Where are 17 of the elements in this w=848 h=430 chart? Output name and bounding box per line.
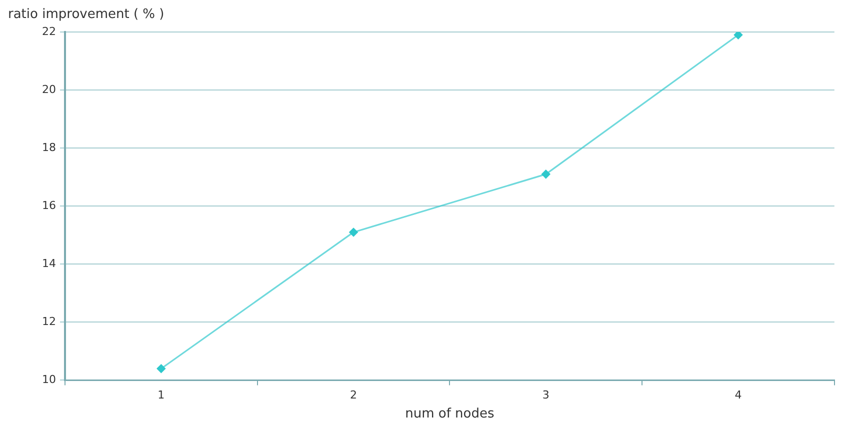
point (542, 170, 550, 178)
point (734, 32, 743, 40)
y-axis-title: ratio improvement ( % ) (8, 6, 164, 22)
x-tick-label: 2 (350, 388, 358, 402)
y-tick-label: 14 (42, 256, 56, 270)
y-tick-label: 16 (42, 198, 56, 212)
y-tick-label: 22 (42, 24, 56, 38)
y-tick-label: 10 (42, 373, 56, 386)
y-tick-label: 18 (42, 140, 56, 154)
point (156, 364, 166, 373)
x-tick-label: 4 (734, 388, 742, 402)
x-tick-label: 3 (542, 388, 550, 402)
y-tick-label: 20 (42, 82, 56, 96)
y-tick-label: 12 (42, 315, 56, 328)
point (349, 228, 358, 237)
x-tick-label: 1 (158, 388, 165, 402)
x-axis-title: num of nodes (405, 406, 494, 422)
